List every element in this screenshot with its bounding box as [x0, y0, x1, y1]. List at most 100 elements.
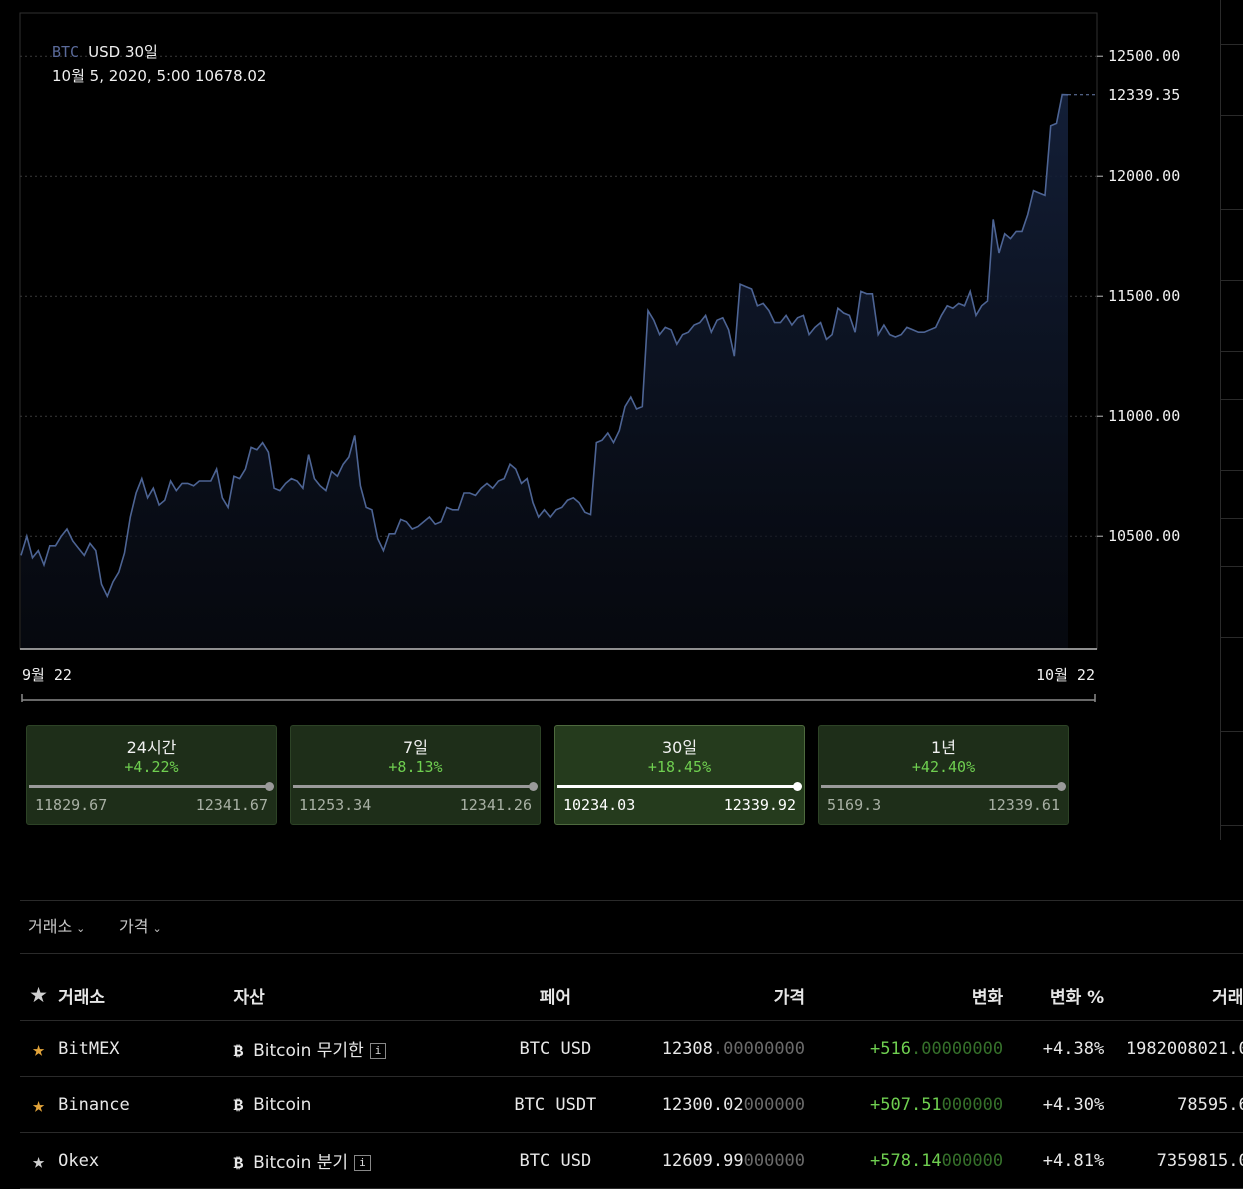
range-card-1y[interactable]: 1년 +42.40% 5169.3 12339.61 — [818, 725, 1069, 825]
range-high: 12339.61 — [987, 796, 1060, 814]
table-row[interactable]: ★ Okex ₿ Bitcoin 분기 i BTC USD 12609.990000… — [20, 1132, 1243, 1189]
change-main: +516 — [870, 1038, 911, 1059]
range-bar — [293, 785, 534, 788]
bitcoin-icon: ₿ — [233, 1094, 244, 1114]
change: +516.00000000 — [806, 1020, 1005, 1077]
range-bar — [821, 785, 1062, 788]
exchange-filter-label: 거래소 — [28, 917, 73, 936]
volume: 7359815.00 — [1105, 1132, 1243, 1189]
range-bar — [557, 785, 798, 788]
range-card-7d[interactable]: 7일 +8.13% 11253.34 12341.26 — [290, 725, 541, 825]
price-line — [20, 93, 1069, 599]
asset-name: Bitcoin — [253, 1094, 312, 1115]
filter-bar: 거래소 ⌄ 가격 ⌄ — [20, 900, 1243, 954]
last-value-label: 12339.35 — [1108, 86, 1180, 104]
range-high: 12341.67 — [195, 796, 268, 814]
price-main: 12308 — [661, 1038, 713, 1059]
range-knob — [793, 782, 802, 791]
price: 12609.99000000 — [618, 1132, 807, 1189]
y-tick-label: 12000.00 — [1108, 167, 1180, 185]
y-tick-label: 11500.00 — [1108, 287, 1180, 305]
price: 12308.00000000 — [618, 1020, 807, 1077]
range-low: 11829.67 — [35, 796, 108, 814]
table-row[interactable]: ★ BitMEX ₿ Bitcoin 무기한 i BTC USD 12308.000… — [20, 1020, 1243, 1077]
price: 12300.02000000 — [618, 1076, 807, 1133]
range-knob — [265, 782, 274, 791]
price-decimals: .00000000 — [712, 1038, 806, 1059]
chart-legend: BTC USD 30일 10월 5, 2020, 5:00 10678.02 — [52, 40, 266, 88]
range-low: 10234.03 — [563, 796, 636, 814]
y-tick-label: 12500.00 — [1108, 47, 1180, 65]
change-main: +507.51 — [870, 1094, 942, 1115]
chevron-down-icon: ⌄ — [152, 922, 162, 935]
favorite-star-icon[interactable]: ★ — [32, 1036, 45, 1061]
range-card-24h[interactable]: 24시간 +4.22% 11829.67 12341.67 — [26, 725, 277, 825]
change: +507.51000000 — [806, 1076, 1005, 1133]
change-decimals: .00000000 — [910, 1038, 1004, 1059]
range-knob — [1057, 782, 1066, 791]
range-label: 30일 — [661, 738, 698, 757]
x-axis-label-end: 10월 22 — [1036, 666, 1095, 684]
change: +578.14000000 — [806, 1132, 1005, 1189]
volume: 1982008021.00 — [1105, 1020, 1243, 1077]
favorites-header-icon[interactable]: ★ — [20, 970, 58, 1021]
favorite-star-icon[interactable]: ★ — [32, 1148, 45, 1173]
pair: BTC USD — [492, 1132, 619, 1189]
price-decimals: 000000 — [743, 1094, 806, 1115]
range-card-30d[interactable]: 30일 +18.45% 10234.03 12339.92 — [554, 725, 805, 825]
range-high: 12339.92 — [723, 796, 796, 814]
price-filter-dropdown[interactable]: 가격 ⌄ — [119, 913, 162, 937]
price-main: 12300.02 — [661, 1094, 744, 1115]
price-chart[interactable]: 12500.00 12000.00 11500.00 11000.00 10500.00… — [0, 0, 1243, 710]
range-change: +42.40% — [911, 758, 976, 776]
range-change: +8.13% — [388, 758, 443, 776]
legend-pair: USD 30일 — [88, 43, 158, 61]
table-header-row: ★ 거래소 자산 페어 가격 변화 변화 % 거래량 — [20, 970, 1243, 1021]
column-header-pair[interactable]: 페어 — [492, 970, 619, 1021]
exchange-name: Okex — [57, 1132, 233, 1189]
column-header-exchange[interactable]: 거래소 — [57, 970, 233, 1021]
column-header-volume[interactable]: 거래량 — [1105, 970, 1243, 1021]
range-low: 11253.34 — [299, 796, 372, 814]
change-pct: +4.30% — [1004, 1076, 1106, 1133]
range-label: 7일 — [403, 738, 428, 757]
price-area — [21, 94, 1068, 650]
favorite-star-icon[interactable]: ★ — [32, 1092, 45, 1117]
asset-name: Bitcoin 무기한 — [253, 1041, 364, 1061]
y-tick-label: 11000.00 — [1108, 407, 1180, 425]
bitcoin-icon: ₿ — [233, 1041, 244, 1060]
price-decimals: 000000 — [743, 1150, 806, 1171]
price-main: 12609.99 — [661, 1150, 744, 1171]
x-axis-label-start: 9월 22 — [22, 666, 72, 684]
change-pct: +4.81% — [1004, 1132, 1106, 1189]
change-decimals: 000000 — [941, 1150, 1004, 1171]
bitcoin-icon: ₿ — [233, 1153, 244, 1172]
legend-tooltip: 10월 5, 2020, 5:00 10678.02 — [52, 67, 267, 85]
range-change: +4.22% — [124, 758, 179, 776]
range-knob — [529, 782, 538, 791]
column-header-change-pct[interactable]: 변화 % — [1004, 970, 1106, 1021]
info-icon[interactable]: i — [369, 1043, 387, 1059]
star-icon: ★ — [29, 983, 48, 1007]
column-header-change[interactable]: 변화 — [806, 970, 1005, 1021]
change-decimals: 000000 — [941, 1094, 1004, 1115]
change-main: +578.14 — [870, 1150, 942, 1171]
range-label: 1년 — [931, 738, 956, 757]
column-header-price[interactable]: 가격 — [618, 970, 807, 1021]
range-low: 5169.3 — [827, 796, 882, 814]
exchange-name: BitMEX — [57, 1020, 233, 1077]
price-chart-svg[interactable]: 12500.00 12000.00 11500.00 11000.00 10500.00… — [0, 0, 1243, 710]
range-high: 12341.26 — [459, 796, 532, 814]
column-header-asset[interactable]: 자산 — [232, 970, 493, 1021]
info-icon[interactable]: i — [354, 1155, 371, 1171]
table-row[interactable]: ★ Binance ₿ Bitcoin BTC USDT 12300.020000… — [20, 1076, 1243, 1133]
range-bar — [29, 785, 270, 788]
markets-table: ★ 거래소 자산 페어 가격 변화 변화 % 거래량 ★ BitMEX ₿ Bit… — [20, 970, 1243, 1189]
exchange-name: Binance — [57, 1076, 233, 1133]
exchange-filter-dropdown[interactable]: 거래소 ⌄ — [28, 913, 85, 937]
asset-name: Bitcoin 분기 — [253, 1153, 349, 1173]
chevron-down-icon: ⌄ — [76, 922, 86, 935]
range-label: 24시간 — [126, 738, 177, 757]
right-sidebar-edge — [1220, 0, 1243, 840]
range-change: +18.45% — [647, 758, 712, 776]
